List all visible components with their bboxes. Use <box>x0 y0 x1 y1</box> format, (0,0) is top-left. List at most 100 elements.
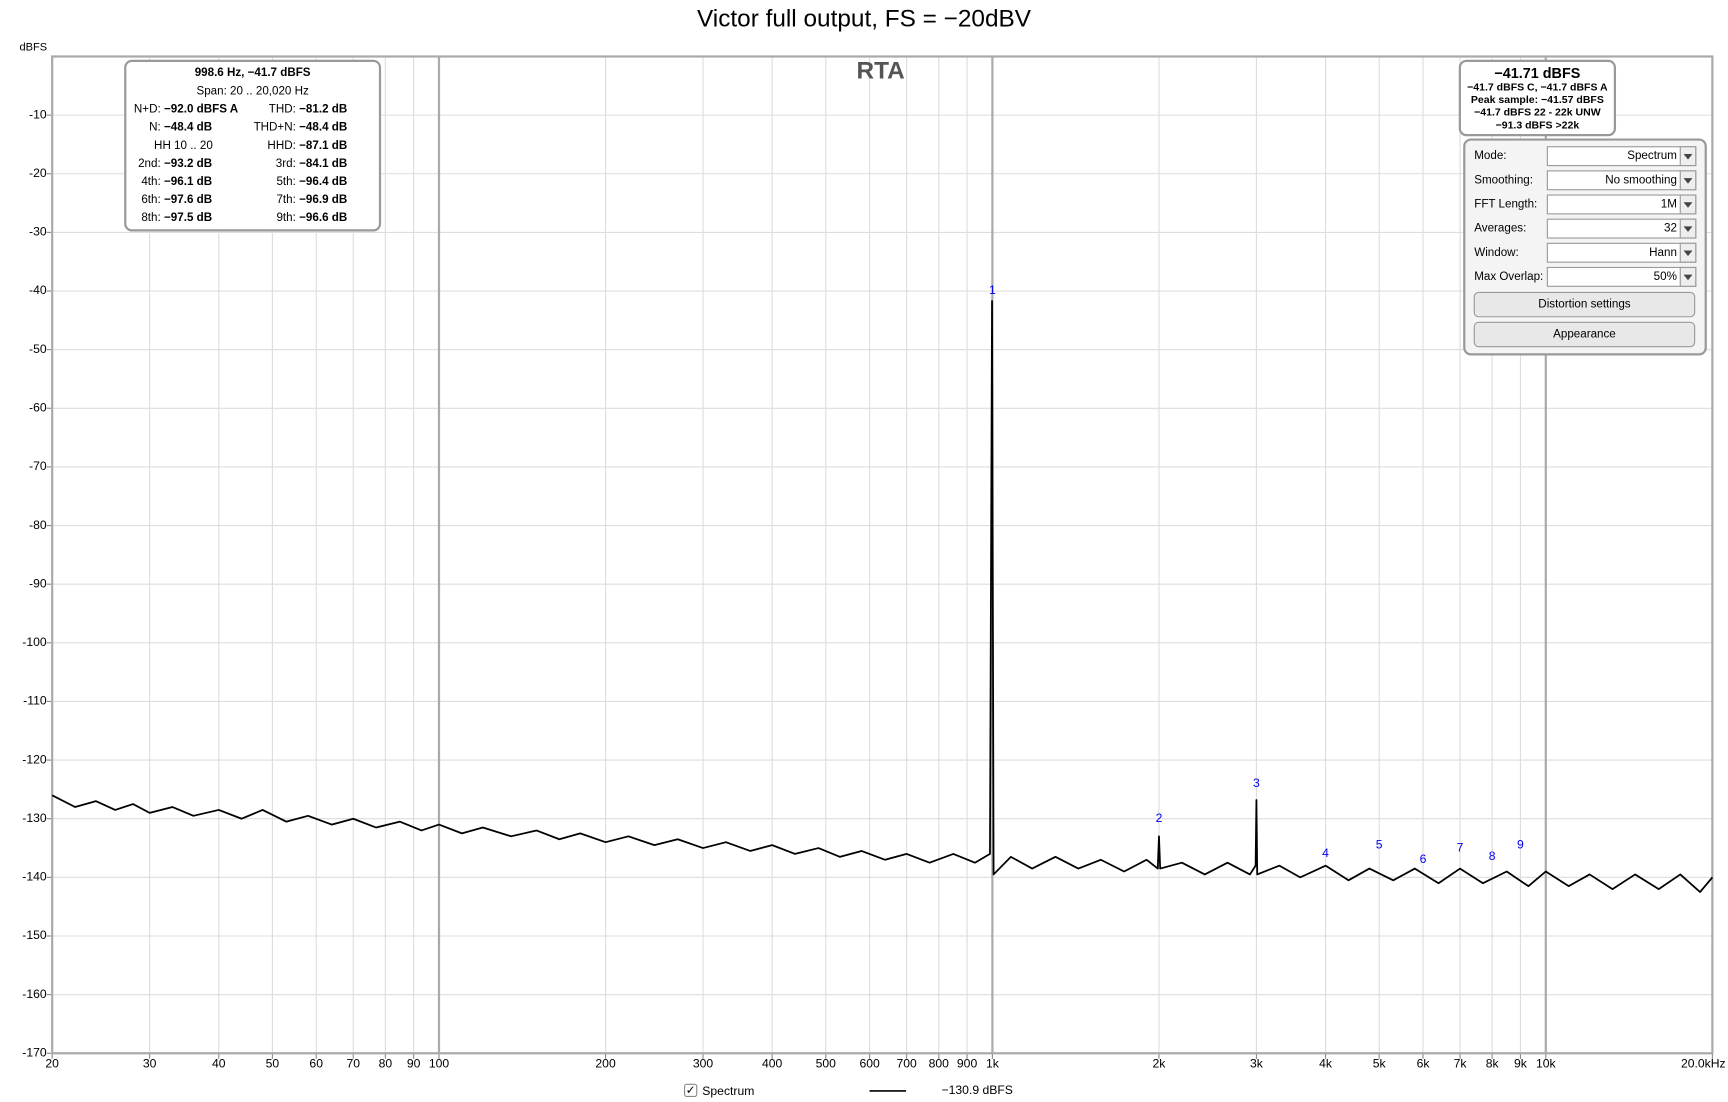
info-label: THD: <box>269 103 296 116</box>
info-label: N: <box>149 121 161 134</box>
y-tick-label: -30 <box>29 225 47 239</box>
x-tick-label: 3k <box>1250 1057 1264 1071</box>
button[interactable] <box>1473 291 1696 318</box>
y-axis-label: dBFS <box>20 42 48 54</box>
info-value: −48.4 dB <box>164 121 212 134</box>
info-label: 7th: <box>276 193 295 206</box>
info-value: −97.6 dB <box>164 193 212 206</box>
control-label: Averages: <box>1474 222 1526 235</box>
dropdown-arrow <box>1683 250 1693 257</box>
y-tick-label: -110 <box>23 694 47 708</box>
x-tick-label: 900 <box>957 1057 978 1071</box>
info-label: HHD: <box>267 139 295 152</box>
dropdown-arrow <box>1683 178 1693 184</box>
legend-checkbox[interactable] <box>684 1083 698 1098</box>
x-tick-label: 800 <box>929 1057 950 1071</box>
info-head: 998.6 Hz, −41.7 dBFS <box>195 66 311 79</box>
x-tick-label: 10k <box>1536 1057 1557 1071</box>
harmonic-marker: 2 <box>1156 811 1163 825</box>
harmonic-marker: 7 <box>1457 840 1464 854</box>
level-line: −41.7 dBFS C, −41.7 dBFS A <box>1467 81 1608 93</box>
x-tick-label: 400 <box>762 1057 783 1071</box>
plot-frame <box>51 55 1714 1055</box>
y-tick-label: -10 <box>29 107 47 121</box>
x-tick-label: 200 <box>595 1057 616 1071</box>
info-label: 3rd: <box>276 157 296 170</box>
info-value: −96.1 dB <box>164 175 212 188</box>
trace-layer: 1 2 3 4 5 6 7 8 9 <box>51 283 1714 893</box>
harmonic-marker: 8 <box>1489 849 1496 863</box>
spectrum-line <box>51 300 1714 893</box>
dropdown-arrow <box>1683 153 1693 160</box>
control-label: Mode: <box>1474 149 1506 162</box>
control-label: Window: <box>1474 246 1519 259</box>
dropdown-value: 50% <box>1654 270 1677 283</box>
harmonic-marker: 3 <box>1253 776 1260 790</box>
legend-check: ✓ <box>686 1083 696 1097</box>
x-tick-label: 50 <box>266 1057 280 1071</box>
chart-title: Victor full output, FS = −20dBV <box>697 5 1032 32</box>
harmonic-marker: 4 <box>1322 846 1329 860</box>
x-tick-label: 70 <box>346 1057 360 1071</box>
y-tick-label: -120 <box>22 752 47 766</box>
y-tick-label: -100 <box>22 635 47 649</box>
y-tick-label: -60 <box>29 401 47 415</box>
ui-layer: ✓ 998.6 Hz, −41.7 dBFS Span: 20 .. 20,020… <box>124 59 1707 1098</box>
info-value: −87.1 dB <box>299 139 347 152</box>
control-label: Max Overlap: <box>1474 270 1543 283</box>
info-box <box>124 59 382 232</box>
legend-label: Spectrum <box>702 1084 754 1098</box>
dropdown-value: No smoothing <box>1605 173 1677 186</box>
info-value: −93.2 dB <box>164 157 212 170</box>
y-tick-label: -90 <box>29 576 47 590</box>
dropdown-value: 32 <box>1664 222 1677 235</box>
harmonic-marker: 9 <box>1517 837 1524 851</box>
x-tick-label: 7k <box>1454 1057 1468 1071</box>
x-tick-label: 30 <box>143 1057 157 1071</box>
y-tick-label: -50 <box>29 342 47 356</box>
info-value: −96.9 dB <box>299 193 347 206</box>
info-label: 4th: <box>141 175 160 188</box>
x-tick-label: 90 <box>407 1057 421 1071</box>
x-tick-label: 500 <box>816 1057 837 1071</box>
y-tick-label: -70 <box>29 459 47 473</box>
dropdown-arrow <box>1683 226 1693 232</box>
x-tick-label: 80 <box>379 1057 393 1071</box>
legend-readout: −130.9 dBFS <box>942 1083 1013 1097</box>
dropdown-value: Spectrum <box>1627 149 1677 162</box>
level-line: Peak sample: −41.57 dBFS <box>1471 94 1604 106</box>
info-value: −81.2 dB <box>299 103 347 116</box>
info-value: −84.1 dB <box>299 157 347 170</box>
dropdown-arrow <box>1683 274 1693 281</box>
x-tick-label: 6k <box>1417 1057 1431 1071</box>
y-tick-label: -40 <box>29 283 47 297</box>
x-tick-label: 9k <box>1514 1057 1528 1071</box>
x-tick-label: 300 <box>693 1057 714 1071</box>
button[interactable] <box>1473 321 1696 348</box>
harmonic-marker: 6 <box>1420 852 1427 866</box>
level-main: −41.71 dBFS <box>1494 66 1580 82</box>
x-tick-label: 60 <box>309 1057 323 1071</box>
x-tick-label: 2k <box>1153 1057 1167 1071</box>
x-tick-label: 600 <box>859 1057 880 1071</box>
info-label: HH 10 .. 20 <box>154 139 213 152</box>
y-tick-label: -170 <box>22 1045 47 1059</box>
y-tick-label: -130 <box>22 811 47 825</box>
control-label: Smoothing: <box>1474 173 1533 186</box>
y-tick-label: -20 <box>29 166 47 180</box>
x-tick-label: 1k <box>986 1057 1000 1071</box>
info-label: 8th: <box>141 211 160 224</box>
dropdown-arrow <box>1683 202 1693 208</box>
x-tick-label: 20.0kHz <box>1681 1057 1726 1071</box>
dropdown-value: 1M <box>1661 198 1677 211</box>
info-label: 5th: <box>276 175 295 188</box>
level-box <box>1458 59 1617 137</box>
y-tick-label: -80 <box>29 518 47 532</box>
x-tick-label: 100 <box>429 1057 450 1071</box>
level-line: −41.7 dBFS 22 - 22k UNW <box>1474 107 1601 119</box>
x-tick-label: 4k <box>1319 1057 1333 1071</box>
x-tick-label: 20 <box>45 1057 59 1071</box>
dropdown-value: Hann <box>1649 246 1677 259</box>
info-value: −92.0 dBFS A <box>164 103 239 116</box>
